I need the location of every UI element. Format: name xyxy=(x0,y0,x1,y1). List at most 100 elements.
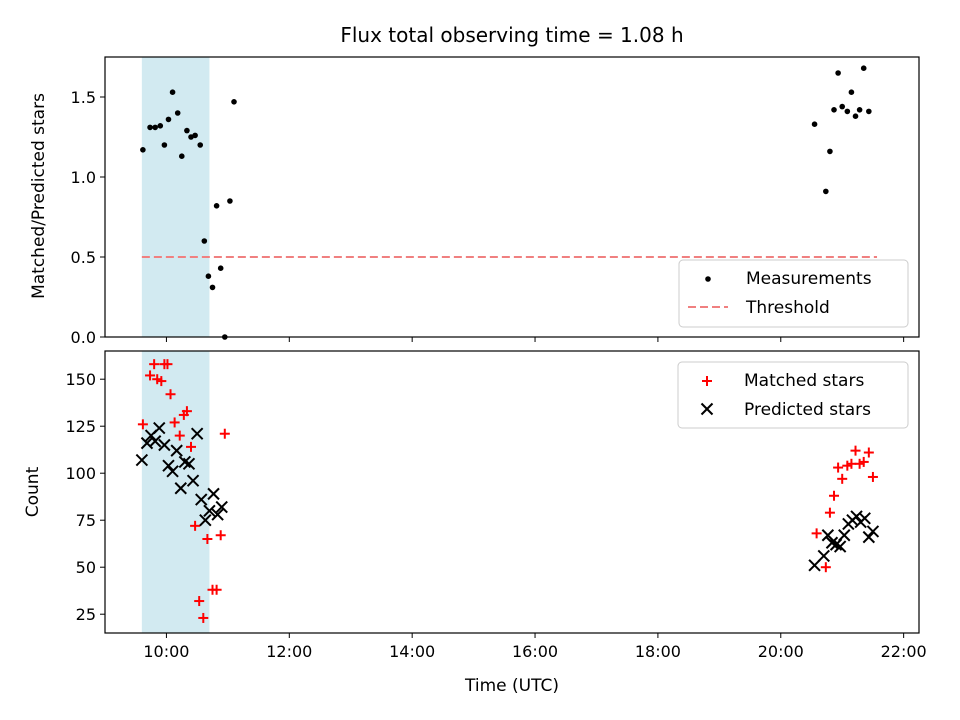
observing-window-top xyxy=(141,57,210,337)
matched-star-point xyxy=(833,462,844,473)
predicted-star-point xyxy=(148,435,162,448)
predicted-star-point xyxy=(190,427,204,440)
measurement-point xyxy=(178,153,185,159)
predicted-star-point-b xyxy=(199,513,212,527)
predicted-star-point xyxy=(838,529,851,542)
bottom-y-ticks: 25 50 75 100 125 150 xyxy=(65,370,105,624)
predicted-star-point-b xyxy=(153,421,166,435)
chart-title: Flux total observing time = 1.08 h xyxy=(340,23,683,47)
measurement-point xyxy=(174,110,181,116)
matched-star-point xyxy=(181,406,192,417)
matched-star-point xyxy=(850,445,861,456)
measurement-point xyxy=(147,124,153,131)
measurement-point xyxy=(852,113,859,119)
x-tick-label: 16:00 xyxy=(512,642,558,661)
measurement-point xyxy=(866,108,872,115)
predicted-star-point xyxy=(862,530,876,544)
matched-star-point xyxy=(858,456,869,467)
measurement-point xyxy=(205,273,212,280)
measurement-point xyxy=(184,127,190,134)
top-panel: 0.0 0.5 1.0 1.5 Matched/Predicted stars xyxy=(29,56,920,347)
predicted-star-point-b xyxy=(817,549,830,563)
legend-predicted-marker xyxy=(700,402,714,416)
top-y-axis-label: Matched/Predicted stars xyxy=(29,93,49,299)
predicted-star-point-b xyxy=(148,435,162,448)
predicted-star-point xyxy=(808,559,821,572)
measurement-point xyxy=(201,238,208,244)
measurement-point xyxy=(835,70,841,76)
matched-star-point xyxy=(824,507,835,518)
predicted-star-point xyxy=(166,465,179,478)
matched-star-point xyxy=(215,530,226,541)
predicted-star-point-b xyxy=(808,559,821,572)
top-y-tick-label: 0.0 xyxy=(71,328,96,347)
bottom-y-axis-label: Count xyxy=(23,466,43,517)
predicted-star-point xyxy=(199,513,212,527)
measurement-point xyxy=(169,89,176,95)
predicted-star-point xyxy=(866,525,880,538)
measurement-point xyxy=(165,116,172,123)
bottom-panel: 25 50 75 100 125 150 10:00 12:00 14:00 16:00 18:0… xyxy=(23,350,927,696)
measurement-point xyxy=(860,65,867,71)
predicted-star-point-b xyxy=(166,465,179,478)
predicted-star-point-b xyxy=(203,504,216,518)
measurement-point xyxy=(157,123,164,129)
top-y-tick-label: 1.5 xyxy=(71,88,96,107)
predicted-star-point-b xyxy=(158,438,171,452)
x-tick-label: 12:00 xyxy=(266,642,312,661)
x-tick-label: 10:00 xyxy=(143,642,189,661)
predicted-star-point xyxy=(211,508,224,521)
bottom-y-tick-label: 150 xyxy=(65,370,96,389)
measurement-point xyxy=(231,99,237,105)
predicted-star-point-b xyxy=(186,474,200,487)
legend-threshold-label: Threshold xyxy=(745,298,830,318)
matched-star-point xyxy=(829,490,840,501)
predicted-star-point-b xyxy=(190,427,204,440)
matched-star-point xyxy=(820,562,831,573)
top-plot-area xyxy=(140,65,878,340)
x-tick-label: 14:00 xyxy=(389,642,435,661)
x-tick-label: 22:00 xyxy=(881,642,927,661)
predicted-star-point xyxy=(195,493,208,506)
matched-star-point xyxy=(837,473,848,484)
matched-star-point xyxy=(169,417,180,428)
matched-star-point xyxy=(162,359,173,370)
bottom-legend: Matched stars Predicted stars xyxy=(677,361,909,429)
measurement-point xyxy=(197,142,204,148)
top-y-ticks: 0.0 0.5 1.0 1.5 xyxy=(71,88,105,347)
matched-star-point xyxy=(186,441,197,452)
predicted-star-point-b xyxy=(866,525,880,538)
predicted-star-point-b xyxy=(858,512,871,525)
matched-star-point xyxy=(194,596,205,607)
measurement-point xyxy=(848,89,855,95)
predicted-star-point xyxy=(174,482,187,495)
predicted-star-point-b xyxy=(174,482,187,495)
bottom-y-tick-label: 125 xyxy=(65,417,96,436)
measurement-point xyxy=(227,198,233,204)
measurement-point xyxy=(839,103,846,110)
bottom-y-tick-label: 50 xyxy=(76,558,96,577)
predicted-star-point-b xyxy=(207,487,220,501)
predicted-star-point xyxy=(203,504,216,518)
measurement-point xyxy=(844,108,851,115)
measurement-point xyxy=(811,121,818,127)
predicted-star-point xyxy=(207,487,220,501)
predicted-star-point-b xyxy=(211,508,224,521)
measurement-point xyxy=(161,142,168,148)
predicted-star-point xyxy=(158,438,171,452)
measurement-point xyxy=(192,132,198,139)
x-tick-label: 20:00 xyxy=(758,642,804,661)
matched-star-point xyxy=(165,389,176,400)
legend-measurements-label: Measurements xyxy=(746,269,872,289)
predicted-star-point xyxy=(186,474,200,487)
legends: Measurements Threshold Matched stars Predic… xyxy=(677,259,909,429)
predicted-star-point-b xyxy=(178,455,192,469)
predicted-star-point-b xyxy=(838,529,851,542)
matched-star-point xyxy=(137,419,148,430)
matched-star-point xyxy=(867,471,878,482)
predicted-star-point-b xyxy=(825,536,839,549)
predicted-star-point xyxy=(170,444,183,457)
legend-predicted-marker-b xyxy=(700,402,714,416)
x-tick-label: 18:00 xyxy=(635,642,681,661)
